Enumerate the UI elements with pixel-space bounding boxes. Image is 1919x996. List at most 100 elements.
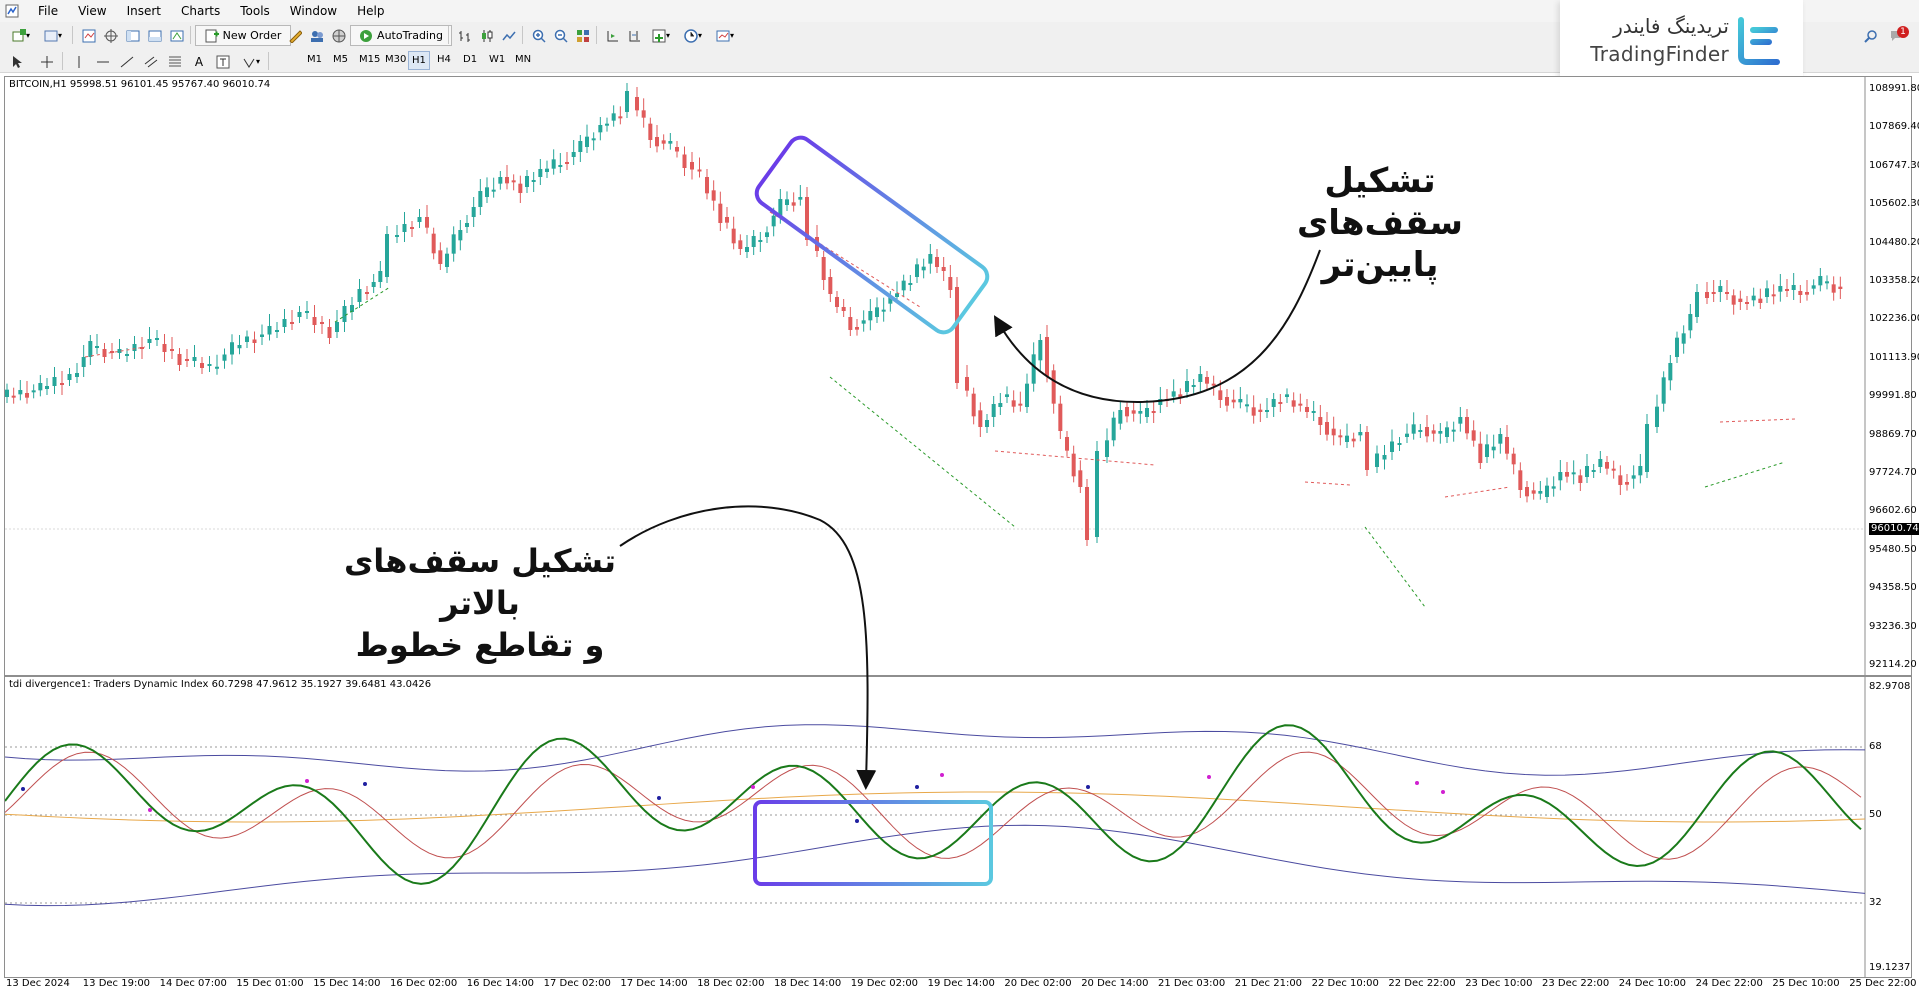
- indicators-button[interactable]: ▾: [646, 25, 676, 46]
- timeframe-m30[interactable]: M30: [385, 54, 407, 65]
- zoom-out-icon: [554, 29, 568, 43]
- zoom-in-button[interactable]: [528, 25, 550, 46]
- notifications-button[interactable]: 1: [1884, 25, 1910, 46]
- menu-item-view[interactable]: View: [78, 4, 107, 18]
- autotrading-button[interactable]: AutoTrading: [350, 25, 452, 46]
- menu-item-charts[interactable]: Charts: [181, 4, 221, 18]
- menu-item-help[interactable]: Help: [357, 4, 385, 18]
- candle-body: [267, 326, 272, 335]
- candle-body: [1331, 428, 1336, 436]
- candle-body: [955, 287, 959, 383]
- candle-body: [948, 277, 953, 290]
- cursor-button[interactable]: [6, 51, 28, 72]
- candlestick-button[interactable]: [476, 25, 498, 46]
- navigator-button[interactable]: [122, 25, 144, 46]
- market-watch-button[interactable]: [78, 25, 100, 46]
- candle-body: [1390, 441, 1394, 452]
- candle-body: [1725, 292, 1729, 294]
- data-window-button[interactable]: [100, 25, 122, 46]
- horizontal-line-button[interactable]: [92, 51, 114, 72]
- divergence-dot: [1086, 785, 1090, 789]
- trendline-button[interactable]: [116, 51, 138, 72]
- notification-badge: 1: [1897, 26, 1909, 38]
- candle-body: [1618, 475, 1623, 485]
- candle-body: [237, 345, 242, 349]
- menu-item-window[interactable]: Window: [289, 4, 338, 18]
- text-a-icon: A: [194, 54, 204, 69]
- menu-item-insert[interactable]: Insert: [126, 4, 161, 18]
- timeframe-m5[interactable]: M5: [333, 54, 348, 65]
- candle-body: [1095, 451, 1099, 537]
- price-axis-label: 104480.20: [1869, 236, 1919, 248]
- candle-body: [1198, 374, 1203, 382]
- fibonacci-button[interactable]: [164, 51, 186, 72]
- candle-body: [682, 154, 687, 168]
- market-button[interactable]: [328, 25, 350, 46]
- candle-body: [1305, 407, 1309, 412]
- candle-body: [1745, 302, 1749, 304]
- price-axis-label: 98869.70: [1869, 428, 1917, 440]
- candle-body: [1451, 429, 1456, 432]
- timeframe-m15[interactable]: M15: [359, 54, 381, 65]
- crosshair-button[interactable]: [36, 51, 58, 72]
- timeframe-h1[interactable]: H1: [408, 51, 430, 70]
- new-chart-button[interactable]: ▾: [6, 25, 36, 46]
- time-axis-label: 14 Dec 07:00: [159, 978, 227, 989]
- candle-body: [1711, 292, 1716, 294]
- candle-body: [1231, 399, 1236, 403]
- terminal-button[interactable]: [144, 25, 166, 46]
- candle-body: [1078, 470, 1083, 487]
- timeframe-d1[interactable]: D1: [463, 54, 478, 65]
- divergence-line: [769, 211, 921, 308]
- time-axis-label: 25 Dec 22:00: [1849, 978, 1917, 989]
- divergence-line: [334, 286, 391, 323]
- signals-button[interactable]: [306, 25, 328, 46]
- scroll-chart-button[interactable]: [602, 25, 624, 46]
- candle-body: [915, 264, 919, 277]
- divergence-dot: [305, 779, 309, 783]
- timeframe-mn[interactable]: MN: [515, 54, 532, 65]
- bar-chart-button[interactable]: [454, 25, 476, 46]
- candle-body: [1458, 417, 1463, 424]
- templates-button[interactable]: ▾: [710, 25, 740, 46]
- chart-shift-button[interactable]: [624, 25, 646, 46]
- equidistant-channel-button[interactable]: [140, 51, 162, 72]
- tdi-indicator-panel[interactable]: tdi divergence1: Traders Dynamic Index 6…: [4, 676, 1912, 978]
- candle-body: [1638, 466, 1643, 476]
- candle-body: [765, 232, 769, 237]
- divergence-dot: [1415, 781, 1419, 785]
- candle-body: [177, 354, 182, 365]
- candle-body: [1165, 399, 1169, 401]
- candle-body: [1818, 276, 1823, 286]
- strategy-tester-button[interactable]: [166, 25, 188, 46]
- text-button[interactable]: A: [188, 51, 210, 72]
- candle-body: [498, 177, 503, 184]
- new-order-button[interactable]: New Order: [195, 25, 291, 46]
- periods-button[interactable]: ▾: [678, 25, 708, 46]
- tile-windows-button[interactable]: [572, 25, 594, 46]
- timeframe-m1[interactable]: M1: [307, 54, 322, 65]
- cursor-icon: [13, 55, 22, 68]
- search-button[interactable]: [1860, 25, 1882, 46]
- candle-body: [545, 168, 549, 172]
- text-label-button[interactable]: [212, 51, 234, 72]
- line-chart-button[interactable]: [498, 25, 520, 46]
- timeframe-h4[interactable]: H4: [437, 54, 451, 65]
- time-axis-label: 20 Dec 02:00: [1004, 978, 1072, 989]
- menu-item-tools[interactable]: Tools: [240, 4, 270, 18]
- vertical-line-button[interactable]: [68, 51, 90, 72]
- candle-body: [791, 202, 796, 206]
- zoom-out-button[interactable]: [550, 25, 572, 46]
- timeframe-w1[interactable]: W1: [489, 54, 506, 65]
- candle-body: [921, 266, 926, 271]
- arrows-button[interactable]: ▾: [236, 51, 266, 72]
- candle-body: [1798, 291, 1803, 295]
- candle-body: [848, 317, 853, 330]
- metaeditor-button[interactable]: [284, 25, 306, 46]
- candle-body: [445, 253, 449, 267]
- menu-item-file[interactable]: File: [38, 4, 59, 18]
- candle-body: [558, 165, 563, 167]
- price-chart-panel[interactable]: BITCOIN,H1 95998.51 96101.45 95767.40 96…: [4, 76, 1919, 676]
- candle-body: [478, 191, 483, 207]
- profiles-button[interactable]: ▾: [38, 25, 68, 46]
